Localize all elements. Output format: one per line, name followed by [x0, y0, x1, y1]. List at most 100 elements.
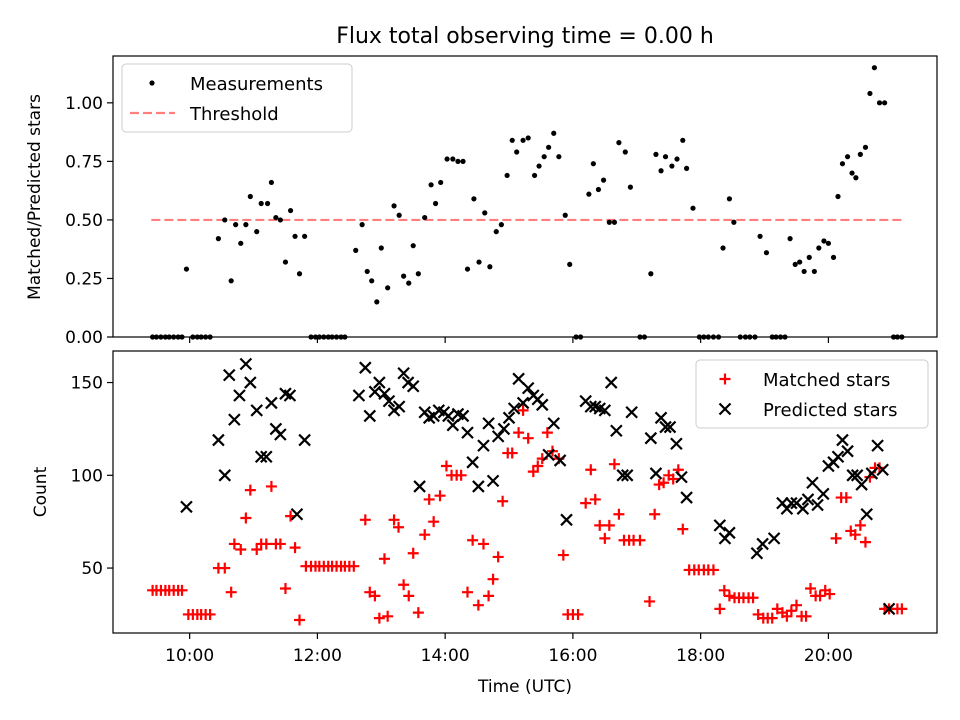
bottom-x-ticks: 10:00 12:00 14:00 16:00 18:00 20:00	[165, 633, 853, 666]
measurement-point	[287, 207, 294, 214]
matched-star-point	[824, 588, 836, 600]
predicted-star-point	[649, 467, 663, 480]
measurement-point	[476, 259, 482, 265]
measurement-point	[835, 193, 841, 200]
measurement-point	[353, 247, 359, 253]
measurement-point	[844, 154, 851, 160]
predicted-star-point	[397, 366, 410, 380]
bottom-y-tick-label: 100	[71, 466, 103, 486]
top-y-tick-label: 1.00	[65, 94, 103, 114]
measurement-point	[268, 179, 275, 186]
measurement-point	[821, 238, 827, 244]
measurement-point	[882, 100, 888, 106]
predicted-star-point	[260, 450, 273, 464]
measurement-point	[509, 137, 515, 143]
measurement-point	[432, 200, 439, 207]
predicted-star-point	[461, 426, 474, 439]
predicted-star-point	[413, 480, 426, 493]
predicted-star-point	[871, 439, 884, 452]
measurement-point	[302, 233, 308, 239]
matched-star-point	[428, 516, 440, 528]
measurement-point	[653, 151, 659, 157]
measurement-point	[391, 203, 397, 209]
top-legend-box	[121, 63, 353, 133]
predicted-star-point	[750, 546, 764, 560]
predicted-star-point	[512, 372, 525, 386]
predicted-star-point	[486, 474, 500, 488]
matched-star-point	[854, 519, 866, 531]
predicted-star-point	[406, 379, 420, 393]
predicted-star-point	[610, 424, 623, 438]
predicted-star-point	[855, 478, 868, 491]
measurement-point	[792, 261, 798, 268]
matched-star-point	[800, 610, 812, 622]
predicted-star-point	[290, 507, 304, 521]
measurement-point	[428, 182, 434, 188]
matched-star-point	[378, 553, 390, 565]
matched-star-point	[790, 599, 802, 611]
matched-star-point	[472, 599, 484, 611]
predicted-star-point	[233, 389, 246, 402]
matched-star-point	[608, 458, 620, 470]
measurement-point	[359, 222, 365, 228]
top-y-tick-label: 0.75	[65, 152, 103, 172]
matched-star-point	[613, 508, 625, 520]
predicted-star-point	[491, 430, 505, 443]
legend-matched-marker-glyph	[719, 373, 731, 385]
matched-star-point	[265, 480, 277, 492]
predicted-star-point	[392, 400, 406, 413]
predicted-star-point	[882, 602, 896, 616]
matched-star-point	[864, 471, 876, 483]
legend-predicted-marker	[718, 402, 732, 416]
matched-star-point	[557, 549, 569, 561]
matched-star-point	[359, 514, 371, 526]
predicted-star-point	[265, 396, 278, 410]
top-y-tick-label: 0.25	[65, 269, 103, 289]
top-axes-frame	[112, 55, 938, 338]
matched-star-point	[649, 508, 661, 520]
matched-star-point	[455, 469, 467, 481]
measurement-point	[857, 151, 863, 157]
predicted-star-point	[212, 433, 225, 447]
predicted-star-point	[507, 402, 521, 415]
measurement-point	[606, 219, 612, 225]
measurement-point	[273, 214, 279, 221]
measurement-point	[264, 200, 271, 207]
matched-star-point	[785, 605, 797, 617]
matched-star-point	[747, 592, 759, 604]
measurement-point	[806, 254, 812, 260]
predicted-star-point	[368, 385, 382, 399]
matched-star-point	[204, 608, 216, 620]
measurement-point	[690, 205, 696, 211]
legend-predicted-label: Predicted stars	[763, 400, 897, 421]
matched-star-point	[517, 404, 529, 416]
predicted-star-point	[482, 417, 495, 430]
predicted-star-point	[841, 444, 854, 458]
predicted-star-point	[466, 456, 479, 469]
predicted-star-point	[218, 469, 232, 482]
measurement-point	[536, 163, 542, 169]
top-y-tick-label: 0.50	[65, 211, 103, 231]
predicted-star-point	[535, 398, 549, 412]
matched-star-point	[244, 484, 256, 496]
measurement-point	[374, 299, 380, 305]
matched-star-point	[805, 582, 817, 594]
matched-star-point	[658, 477, 670, 489]
measurement-point	[567, 261, 573, 268]
predicted-star-point	[620, 469, 634, 482]
measurement-point	[862, 144, 869, 150]
measurement-point	[849, 170, 855, 176]
predicted-stars-points	[180, 357, 896, 616]
matched-star-point	[644, 595, 656, 607]
predicted-star-point	[382, 394, 396, 408]
predicted-star-point	[713, 519, 727, 532]
legend-measurements-marker	[149, 80, 155, 86]
bottom-legend-box	[695, 359, 929, 429]
predicted-star-point	[806, 476, 819, 490]
matched-star-point	[228, 538, 240, 550]
predicted-star-point	[283, 389, 297, 402]
matched-star-point	[766, 612, 778, 624]
predicted-star-point	[811, 498, 824, 512]
